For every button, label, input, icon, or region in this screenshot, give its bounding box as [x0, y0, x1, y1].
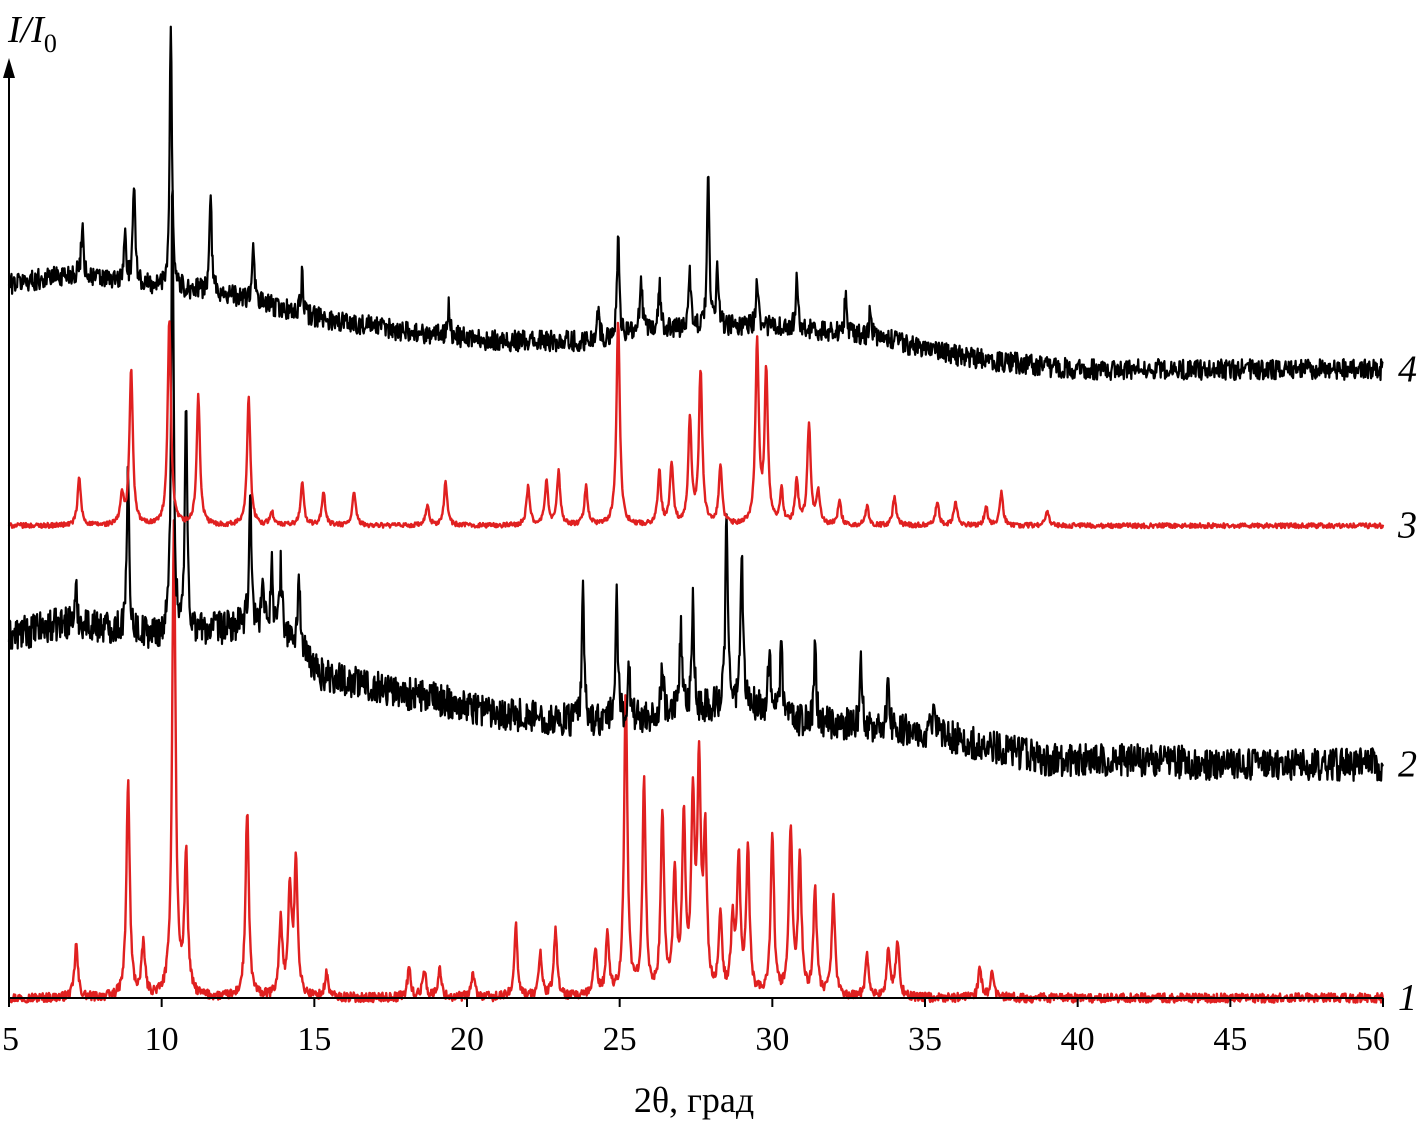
- curve-3: [7, 320, 1385, 530]
- x-ticks: [8, 998, 1384, 1007]
- y-axis-title: I/I0: [7, 9, 57, 58]
- curve-label-4: 4: [1398, 349, 1417, 391]
- x-tick-label: 25: [603, 1021, 637, 1058]
- curve-1: [7, 519, 1385, 1004]
- curve-2: [7, 189, 1385, 782]
- x-tick-label: 35: [908, 1021, 942, 1058]
- curve-label-1: 1: [1398, 977, 1417, 1019]
- x-tick-label: 15: [297, 1021, 331, 1058]
- plot-curves: [7, 25, 1385, 1004]
- x-tick-labels: 5 10 15 20 25 30 35 40 45 50: [2, 1021, 1390, 1058]
- x-tick-label: 20: [450, 1021, 484, 1058]
- x-tick-label: 10: [145, 1021, 179, 1058]
- x-tick-label: 50: [1356, 1021, 1390, 1058]
- x-tick-label: 5: [2, 1021, 19, 1058]
- x-tick-label: 30: [755, 1021, 789, 1058]
- axes: [3, 58, 1383, 999]
- x-axis-title: 2θ, град: [634, 1080, 754, 1120]
- x-tick-label: 40: [1061, 1021, 1095, 1058]
- x-tick-label: 45: [1213, 1021, 1247, 1058]
- curve-label-3: 3: [1397, 505, 1417, 547]
- curve-labels: 1 2 3 4: [1397, 349, 1417, 1019]
- y-axis-title-subscript: 0: [44, 29, 57, 58]
- y-axis-arrow: [3, 58, 15, 78]
- curve-label-2: 2: [1398, 744, 1417, 786]
- curve-4: [7, 25, 1384, 382]
